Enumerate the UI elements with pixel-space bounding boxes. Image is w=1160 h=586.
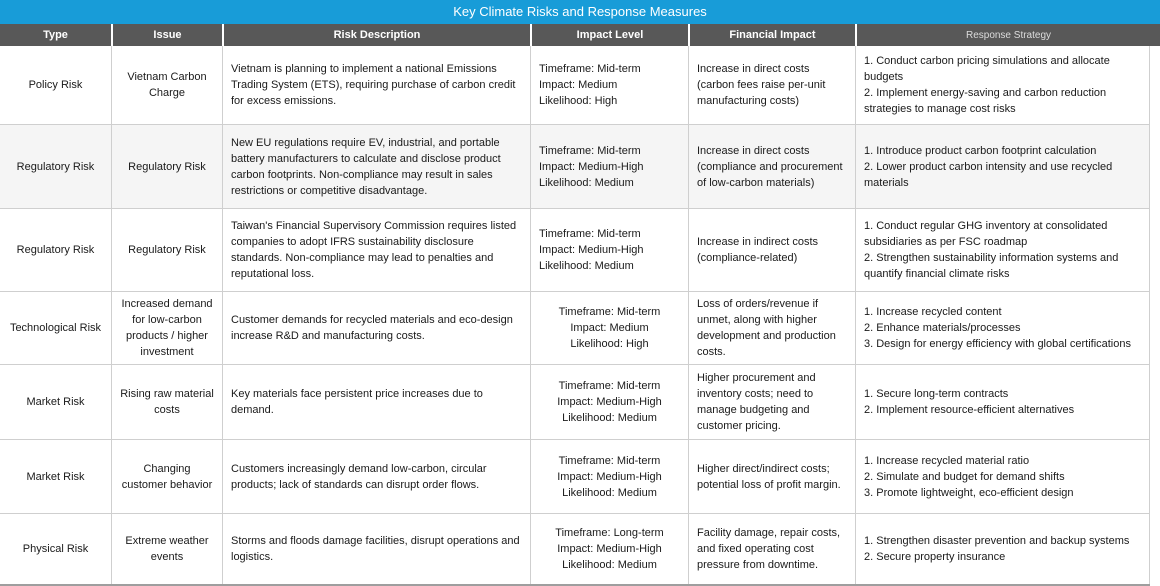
table-row: Regulatory Risk Regulatory Risk New EU r… (0, 125, 1150, 209)
cell-issue: Changing customer behavior (111, 440, 222, 513)
cell-type: Regulatory Risk (16, 244, 95, 256)
cell-impact-level: Timeframe: Mid-term Impact: Medium Likel… (530, 46, 688, 124)
cell-type: Technological Risk (9, 322, 102, 334)
cell-risk-description: Customers increasingly demand low-carbon… (222, 440, 530, 513)
column-header-financial-impact: Financial Impact (688, 24, 855, 46)
cell-impact-level: Timeframe: Mid-term Impact: Medium-High … (530, 125, 688, 208)
table-header-row: Type Issue Risk Description Impact Level… (0, 24, 1160, 46)
column-header-response-strategy: Response Strategy (855, 24, 1160, 46)
table-row: Regulatory Risk Regulatory Risk Taiwan's… (0, 209, 1150, 292)
cell-risk-description: Key materials face persistent price incr… (222, 365, 530, 439)
column-header-impact-level: Impact Level (530, 24, 688, 46)
cell-impact-level: Timeframe: Mid-term Impact: Medium-High … (530, 209, 688, 291)
cell-financial-impact: Increase in direct costs (carbon fees ra… (688, 46, 855, 124)
cell-response-strategy: 1. Introduce product carbon footprint ca… (855, 125, 1150, 208)
cell-response-strategy: 1. Increase recycled content 2. Enhance … (855, 292, 1150, 364)
cell-type: Market Risk (26, 470, 85, 483)
column-header-type: Type (43, 29, 68, 41)
cell-risk-description: New EU regulations require EV, industria… (222, 125, 530, 208)
table-row: Technological Risk Increased demand for … (0, 292, 1150, 365)
cell-financial-impact: Facility damage, repair costs, and fixed… (688, 514, 855, 584)
cell-impact-level: Timeframe: Mid-term Impact: Medium Likel… (530, 292, 688, 364)
table-row: Physical Risk Extreme weather events Sto… (0, 514, 1150, 586)
cell-response-strategy: 1. Conduct carbon pricing simulations an… (855, 46, 1150, 124)
cell-risk-description: Taiwan's Financial Supervisory Commissio… (222, 209, 530, 291)
cell-risk-description: Storms and floods damage facilities, dis… (222, 514, 530, 584)
cell-type: Physical Risk (22, 543, 89, 555)
cell-impact-level: Timeframe: Mid-term Impact: Medium-High … (530, 365, 688, 439)
cell-financial-impact: Higher direct/indirect costs; potential … (688, 440, 855, 513)
table-row: Market Risk Changing customer behavior C… (0, 440, 1150, 514)
cell-issue: Increased demand for low-carbon products… (111, 292, 222, 364)
cell-impact-level: Timeframe: Long-term Impact: Medium-High… (530, 514, 688, 584)
cell-response-strategy: 1. Strengthen disaster prevention and ba… (855, 514, 1150, 584)
cell-issue: Vietnam Carbon Charge (111, 46, 222, 124)
table-row: Market Risk Rising raw material costs Ke… (0, 365, 1150, 440)
cell-issue: Regulatory Risk (111, 125, 222, 208)
cell-issue: Rising raw material costs (111, 365, 222, 439)
cell-risk-description: Vietnam is planning to implement a natio… (222, 46, 530, 124)
cell-impact-level: Timeframe: Mid-term Impact: Medium-High … (530, 440, 688, 513)
cell-risk-description: Customer demands for recycled materials … (222, 292, 530, 364)
cell-type: Market Risk (26, 396, 85, 408)
cell-type: Regulatory Risk (16, 160, 95, 173)
column-header-risk-description: Risk Description (222, 24, 530, 46)
cell-financial-impact: Increase in direct costs (compliance and… (688, 125, 855, 208)
table-row: Policy Risk Vietnam Carbon Charge Vietna… (0, 46, 1150, 125)
cell-type: Policy Risk (28, 79, 83, 91)
cell-financial-impact: Loss of orders/revenue if unmet, along w… (688, 292, 855, 364)
cell-financial-impact: Increase in indirect costs (compliance-r… (688, 209, 855, 291)
cell-response-strategy: 1. Increase recycled material ratio 2. S… (855, 440, 1150, 513)
cell-response-strategy: 1. Secure long-term contracts 2. Impleme… (855, 365, 1150, 439)
cell-issue: Regulatory Risk (111, 209, 222, 291)
page-title: Key Climate Risks and Response Measures (0, 0, 1160, 24)
column-header-issue: Issue (111, 24, 222, 46)
cell-issue: Extreme weather events (111, 514, 222, 584)
cell-financial-impact: Higher procurement and inventory costs; … (688, 365, 855, 439)
table-body: Policy Risk Vietnam Carbon Charge Vietna… (0, 46, 1150, 586)
cell-response-strategy: 1. Conduct regular GHG inventory at cons… (855, 209, 1150, 291)
